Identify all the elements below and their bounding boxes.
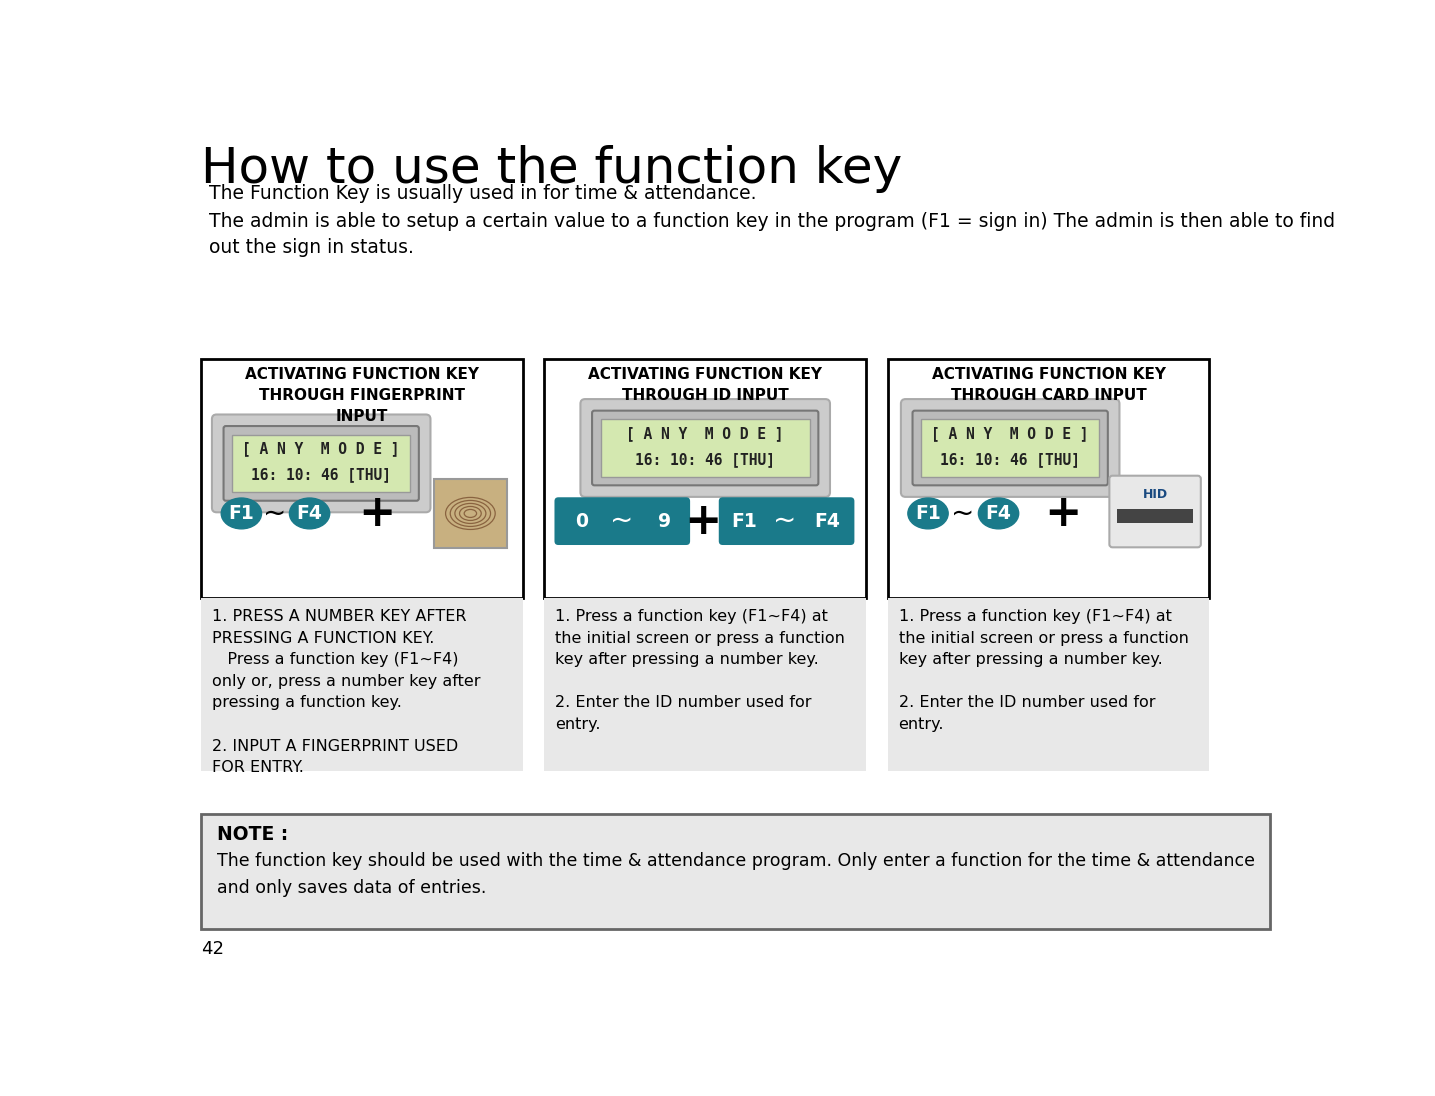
Text: F4: F4 xyxy=(297,504,323,523)
Text: ~: ~ xyxy=(610,507,634,535)
FancyBboxPatch shape xyxy=(212,414,430,512)
Text: ~: ~ xyxy=(951,500,974,527)
Text: [ A N Y  M O D E ]
16: 10: 46 [THU]: [ A N Y M O D E ] 16: 10: 46 [THU] xyxy=(243,442,400,482)
Text: How to use the function key: How to use the function key xyxy=(201,146,903,193)
FancyBboxPatch shape xyxy=(901,399,1119,496)
Ellipse shape xyxy=(561,505,601,537)
FancyBboxPatch shape xyxy=(1109,476,1201,547)
FancyBboxPatch shape xyxy=(433,479,507,548)
FancyBboxPatch shape xyxy=(601,419,809,477)
Ellipse shape xyxy=(290,498,330,529)
Text: [ A N Y  M O D E ]
16: 10: 46 [THU]: [ A N Y M O D E ] 16: 10: 46 [THU] xyxy=(931,426,1089,467)
Text: 9: 9 xyxy=(659,512,672,530)
Text: F4: F4 xyxy=(814,512,841,530)
Text: 1. Press a function key (F1~F4) at
the initial screen or press a function
key af: 1. Press a function key (F1~F4) at the i… xyxy=(555,609,845,732)
FancyBboxPatch shape xyxy=(232,434,410,492)
FancyBboxPatch shape xyxy=(1116,509,1192,523)
FancyBboxPatch shape xyxy=(888,598,1210,772)
FancyBboxPatch shape xyxy=(719,498,854,545)
Text: +: + xyxy=(359,492,396,535)
Ellipse shape xyxy=(806,505,848,537)
Text: 0: 0 xyxy=(575,512,588,530)
FancyBboxPatch shape xyxy=(201,359,522,598)
FancyBboxPatch shape xyxy=(593,411,818,486)
FancyBboxPatch shape xyxy=(580,399,829,496)
Text: ~: ~ xyxy=(263,500,287,527)
FancyBboxPatch shape xyxy=(554,498,690,545)
Text: ACTIVATING FUNCTION KEY
THROUGH CARD INPUT: ACTIVATING FUNCTION KEY THROUGH CARD INP… xyxy=(931,367,1165,403)
Text: ~: ~ xyxy=(773,507,796,535)
Text: ACTIVATING FUNCTION KEY
THROUGH FINGERPRINT
INPUT: ACTIVATING FUNCTION KEY THROUGH FINGERPR… xyxy=(245,367,479,424)
Ellipse shape xyxy=(908,498,949,529)
Text: 1. Press a function key (F1~F4) at
the initial screen or press a function
key af: 1. Press a function key (F1~F4) at the i… xyxy=(898,609,1188,732)
FancyBboxPatch shape xyxy=(224,426,419,501)
Text: ACTIVATING FUNCTION KEY
THROUGH ID INPUT: ACTIVATING FUNCTION KEY THROUGH ID INPUT xyxy=(588,367,822,403)
Ellipse shape xyxy=(979,498,1019,529)
Ellipse shape xyxy=(221,498,261,529)
Text: +: + xyxy=(1043,492,1081,535)
FancyBboxPatch shape xyxy=(201,598,522,772)
Ellipse shape xyxy=(725,505,765,537)
Text: The admin is able to setup a certain value to a function key in the program (F1 : The admin is able to setup a certain val… xyxy=(210,212,1335,258)
Text: 1. PRESS A NUMBER KEY AFTER
PRESSING A FUNCTION KEY.
   Press a function key (F1: 1. PRESS A NUMBER KEY AFTER PRESSING A F… xyxy=(212,609,481,775)
Text: The function key should be used with the time & attendance program. Only enter a: The function key should be used with the… xyxy=(217,853,1254,897)
Text: HID: HID xyxy=(1142,488,1168,501)
Text: F4: F4 xyxy=(986,504,1012,523)
Text: 42: 42 xyxy=(201,940,224,959)
Text: F1: F1 xyxy=(732,512,758,530)
FancyBboxPatch shape xyxy=(913,411,1108,486)
Text: The Function Key is usually used in for time & attendance.: The Function Key is usually used in for … xyxy=(210,184,756,203)
Ellipse shape xyxy=(644,505,684,537)
Text: +: + xyxy=(684,500,722,543)
Text: NOTE :: NOTE : xyxy=(217,824,288,844)
Text: F1: F1 xyxy=(228,504,254,523)
FancyBboxPatch shape xyxy=(921,419,1099,477)
FancyBboxPatch shape xyxy=(201,813,1270,929)
FancyBboxPatch shape xyxy=(544,359,867,598)
Text: F1: F1 xyxy=(916,504,941,523)
FancyBboxPatch shape xyxy=(544,598,867,772)
Text: [ A N Y  M O D E ]
16: 10: 46 [THU]: [ A N Y M O D E ] 16: 10: 46 [THU] xyxy=(627,426,784,467)
FancyBboxPatch shape xyxy=(888,359,1210,598)
